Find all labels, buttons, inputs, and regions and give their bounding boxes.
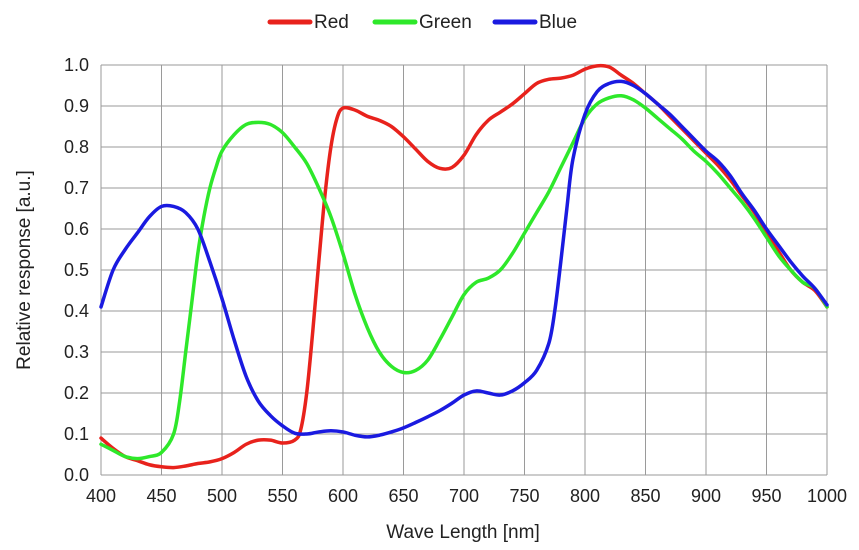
x-tick-label: 550 — [267, 486, 297, 506]
x-tick-label: 600 — [328, 486, 358, 506]
y-tick-label: 0.7 — [64, 178, 89, 198]
x-tick-label: 750 — [509, 486, 539, 506]
y-tick-label: 0.6 — [64, 219, 89, 239]
y-tick-label: 0.0 — [64, 465, 89, 485]
series-line-blue — [99, 79, 829, 439]
x-tick-label: 900 — [691, 486, 721, 506]
y-tick-label: 0.2 — [64, 383, 89, 403]
x-axis-title: Wave Length [nm] — [386, 522, 539, 543]
y-axis-title: Relative response [a.u.] — [14, 170, 35, 370]
legend: Red Green Blue — [267, 12, 577, 33]
x-tick-label: 700 — [449, 486, 479, 506]
y-tick-label: 0.8 — [64, 137, 89, 157]
y-tick-label: 0.9 — [64, 96, 89, 116]
series-line-green — [99, 93, 829, 461]
legend-label-red: Red — [314, 12, 349, 33]
x-tick-label: 800 — [570, 486, 600, 506]
x-axis-ticks: 400 450 500 550 600 650 700 750 800 850 900 950 1000 — [86, 486, 847, 506]
series-group — [99, 63, 829, 470]
x-tick-label: 450 — [146, 486, 176, 506]
y-tick-label: 0.1 — [64, 424, 89, 444]
x-tick-label: 500 — [207, 486, 237, 506]
y-tick-label: 0.5 — [64, 260, 89, 280]
x-tick-label: 650 — [388, 486, 418, 506]
grid — [100, 64, 828, 476]
y-tick-label: 1.0 — [64, 55, 89, 75]
legend-label-blue: Blue — [539, 12, 577, 33]
y-tick-label: 0.4 — [64, 301, 89, 321]
x-tick-label: 850 — [630, 486, 660, 506]
x-tick-label: 950 — [751, 486, 781, 506]
y-tick-label: 0.3 — [64, 342, 89, 362]
legend-label-green: Green — [419, 12, 472, 33]
y-axis-ticks: 0.0 0.1 0.2 0.3 0.4 0.5 0.6 0.7 0.8 0.9 1.0 — [64, 55, 89, 485]
x-tick-label: 1000 — [807, 486, 847, 506]
x-tick-label: 400 — [86, 486, 116, 506]
